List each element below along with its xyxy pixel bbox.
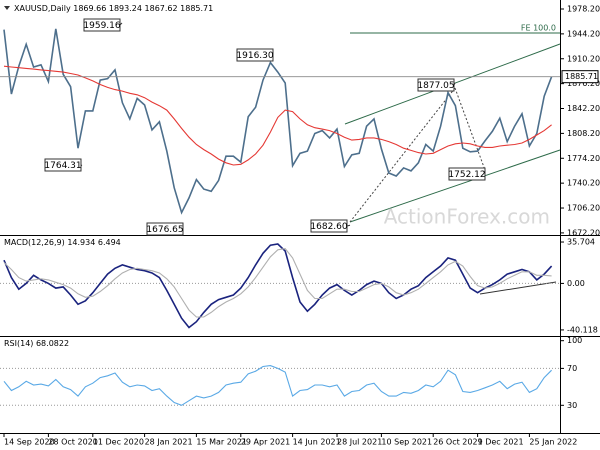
indicator-line — [3, 248, 552, 318]
x-tick-label: 11 Dec 2020 — [93, 438, 144, 447]
trend-line — [479, 281, 557, 295]
signal-value: 6.494 — [98, 238, 121, 247]
y-tick-label: 70 — [567, 364, 577, 373]
annotation-box — [417, 78, 455, 92]
open-value: 1869.66 — [73, 4, 106, 13]
x-tick-label: 26 Oct 2021 — [433, 438, 482, 447]
y-tick-label: 30 — [567, 401, 577, 410]
annotation-label: 1877.05 — [417, 81, 454, 91]
y-tick-label: 100 — [567, 336, 582, 345]
y-tick-label: 1740.20 — [567, 179, 600, 188]
y-tick-label: 1876.20 — [567, 79, 600, 88]
low-value: 1867.62 — [145, 4, 178, 13]
rsi-value: 68.0822 — [36, 339, 69, 348]
annotation-label: 1959.16 — [83, 21, 120, 31]
annotation-label: 1682.60 — [310, 222, 347, 232]
annotation-label: 1752.12 — [448, 170, 485, 180]
annotation-box — [310, 219, 348, 233]
y-tick-label: 1944.20 — [567, 29, 600, 38]
annotation-label: 1764.31 — [44, 161, 81, 171]
macd-title: MACD(12,26,9) — [4, 238, 65, 247]
annotation-label: 1676.65 — [146, 225, 183, 235]
x-tick-label: 14 Jun 2021 — [293, 438, 341, 447]
channel-line — [349, 149, 561, 223]
symbol: XAUUSD,Daily — [14, 4, 71, 13]
fe-label: FE 100.0 — [521, 24, 556, 33]
chart-header: XAUUSD,Daily 1869.66 1893.24 1867.62 188… — [14, 4, 213, 13]
x-tick-label: 14 Sep 2020 — [4, 438, 55, 447]
y-tick-label: 1978.20 — [567, 5, 600, 14]
annotation-box — [44, 158, 82, 172]
last-price-label: 1885.71 — [565, 72, 598, 81]
y-tick-label: 1808.20 — [567, 129, 600, 138]
indicator-line — [3, 65, 552, 166]
y-tick-label: 1672.20 — [567, 228, 600, 237]
x-tick-label: 9 Dec 2021 — [478, 438, 524, 447]
y-tick-label: 1706.20 — [567, 204, 600, 213]
y-tick-label: -40.118 — [567, 325, 598, 334]
rsi-title: RSI(14) — [4, 339, 33, 348]
y-tick-label: 1774.20 — [567, 154, 600, 163]
close-value: 1885.71 — [180, 4, 213, 13]
x-tick-label: 29 Apr 2021 — [241, 438, 290, 447]
annotation-box — [448, 167, 486, 181]
macd-value: 14.934 — [67, 238, 95, 247]
x-tick-label: 10 Sep 2021 — [381, 438, 432, 447]
annotation-box — [146, 222, 184, 236]
x-tick-label: 28 Oct 2020 — [48, 438, 97, 447]
annotation-box — [236, 48, 274, 62]
y-tick-label: 0.00 — [567, 279, 585, 288]
indicator-line — [3, 243, 553, 329]
x-tick-label: 28 Jan 2021 — [145, 438, 193, 447]
y-tick-label: 35.704 — [567, 238, 595, 247]
watermark: ActionForex.com — [384, 205, 550, 229]
projection-line — [349, 87, 456, 223]
x-tick-label: 28 Jul 2021 — [337, 438, 382, 447]
indicator-line — [3, 365, 552, 406]
annotation-label: 1916.30 — [236, 51, 273, 61]
y-tick-label: 1910.20 — [567, 54, 600, 63]
price-line — [3, 28, 553, 215]
rsi-header: RSI(14) 68.0822 — [4, 339, 69, 348]
high-value: 1893.24 — [109, 4, 142, 13]
projection-line — [454, 87, 486, 171]
macd-header: MACD(12,26,9) 14.934 6.494 — [4, 238, 121, 247]
annotation-box — [83, 18, 121, 32]
x-tick-label: 15 Mar 2021 — [196, 438, 247, 447]
y-tick-label: 1842.20 — [567, 104, 600, 113]
menu-icon — [4, 6, 10, 10]
last-price-box — [561, 70, 599, 84]
x-tick-label: 25 Jan 2022 — [529, 438, 577, 447]
